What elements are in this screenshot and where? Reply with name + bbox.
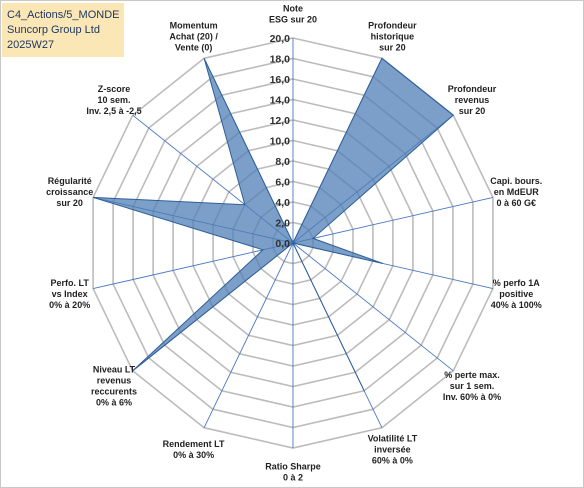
tick-label: 10,0 <box>270 136 291 148</box>
tick-label: 14,0 <box>270 95 291 107</box>
axis-label: Perfo. LT vs Index 0% à 20% <box>49 278 90 310</box>
tick-label: 0,0 <box>275 238 290 250</box>
axis-label: Capi. bours. en MdEUR 0 à 60 G€ <box>490 176 542 208</box>
axis-label: Rendement LT 0% à 30% <box>163 439 225 460</box>
tick-label: 20,0 <box>270 33 291 45</box>
axis-label: Note ESG sur 20 <box>269 4 317 25</box>
axis-spoke <box>203 242 294 428</box>
title-line-2: Suncorp Group Ltd <box>7 24 100 36</box>
tick-label: 16,0 <box>270 74 291 86</box>
radar-axis-labels: Note ESG sur 20 Profondeur historique sur 20… <box>46 4 542 483</box>
axis-label: Ratio Sharpe 0 à 2 <box>265 462 321 483</box>
tick-label: 6,0 <box>275 177 290 189</box>
axis-label: % perte max. sur 1 sem. Inv. 60% à 0% <box>443 370 501 402</box>
axis-label: Niveau LT revenus reccurents 0% à 6% <box>91 364 137 407</box>
axis-spoke <box>292 196 494 244</box>
axis-spoke <box>92 242 294 290</box>
tick-label: 2,0 <box>275 218 290 230</box>
axis-label: Régularité croissance sur 20 <box>46 176 93 208</box>
title-box: C4_Actions/5_MONDE Suncorp Group Ltd 202… <box>2 3 124 57</box>
radar-tick-labels: 0,0 2,0 4,0 6,0 8,0 10,0 12,0 14,0 16,0 18,0 20,0 <box>270 33 291 250</box>
radar-series <box>92 57 455 392</box>
title-line-1: C4_Actions/5_MONDE <box>7 9 120 21</box>
tick-label: 4,0 <box>275 197 290 209</box>
series-area <box>92 57 455 392</box>
axis-label: Profondeur revenus sur 20 <box>448 84 497 116</box>
axis-label: % perfo 1A positive 40% à 100% <box>491 278 542 310</box>
tick-label: 18,0 <box>270 54 291 66</box>
title-line-3: 2025W27 <box>7 39 55 51</box>
tick-label: 8,0 <box>275 156 290 168</box>
axis-label: Volatilité LT inversée 60% à 0% <box>368 433 418 465</box>
axis-label: Profondeur historique sur 20 <box>368 21 417 53</box>
tick-label: 12,0 <box>270 115 291 127</box>
axis-spoke <box>292 242 454 372</box>
axis-label: Momentum Achat (20) / Vente (0) <box>169 21 218 53</box>
axis-label: Z-score 10 sem. Inv. 2,5 à -2,5 <box>86 84 141 116</box>
